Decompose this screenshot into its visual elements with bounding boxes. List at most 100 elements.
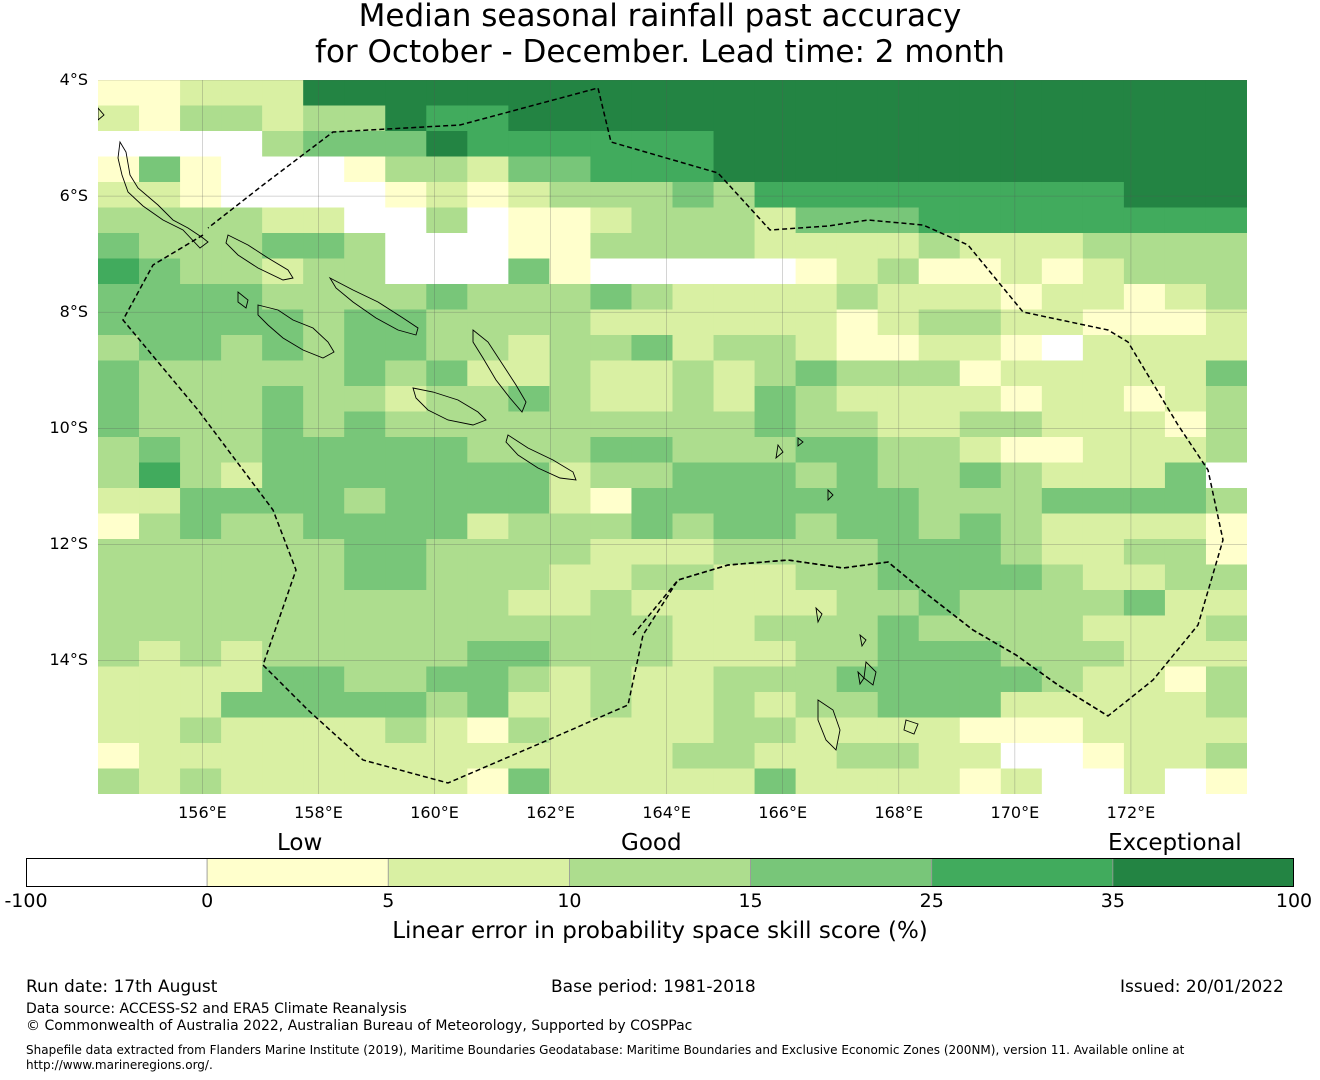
grid-cell bbox=[221, 386, 263, 413]
grid-cell bbox=[877, 360, 920, 387]
grid-cell bbox=[1000, 233, 1043, 260]
grid-cell bbox=[303, 615, 345, 642]
grid-cell bbox=[549, 105, 592, 132]
grid-cell bbox=[795, 768, 838, 794]
grid-cell bbox=[139, 666, 181, 693]
grid-cell bbox=[836, 80, 879, 107]
grid-cell bbox=[426, 309, 468, 336]
grid-cell bbox=[303, 539, 345, 566]
grid-cell bbox=[672, 411, 715, 438]
grid-cell bbox=[98, 105, 140, 132]
grid-cell bbox=[303, 156, 345, 183]
grid-cell bbox=[631, 462, 674, 489]
grid-cell bbox=[1041, 768, 1084, 794]
grid-cell bbox=[1041, 386, 1084, 413]
grid-cell bbox=[1041, 513, 1084, 540]
grid-cell bbox=[959, 743, 1002, 770]
grid-cell bbox=[877, 692, 920, 719]
grid-cell bbox=[262, 692, 304, 719]
grid-cell bbox=[1123, 743, 1166, 770]
grid-cell bbox=[98, 641, 140, 668]
grid-cell bbox=[1205, 156, 1247, 183]
grid-cell bbox=[1123, 207, 1166, 234]
grid-cell bbox=[98, 615, 140, 642]
grid-cell bbox=[344, 666, 386, 693]
grid-cell bbox=[549, 717, 592, 744]
grid-cell bbox=[262, 488, 304, 515]
grid-cell bbox=[877, 513, 920, 540]
grid-cell bbox=[549, 182, 592, 209]
grid-cell bbox=[795, 156, 838, 183]
grid-cell bbox=[549, 641, 592, 668]
grid-cell bbox=[836, 590, 879, 617]
colorbar-tick-label: 15 bbox=[738, 890, 763, 912]
grid-cell bbox=[672, 615, 715, 642]
grid-cell bbox=[98, 590, 140, 617]
grid-cell bbox=[918, 80, 961, 107]
latitude-label: 12°S bbox=[49, 534, 88, 554]
grid-cell bbox=[918, 768, 961, 794]
grid-cell bbox=[426, 105, 468, 132]
grid-cell bbox=[467, 717, 509, 744]
grid-cell bbox=[221, 743, 263, 770]
longitude-label: 164°E bbox=[642, 803, 692, 822]
colorbar-bin bbox=[206, 858, 389, 887]
grid-cell bbox=[590, 590, 633, 617]
grid-cell bbox=[385, 156, 427, 183]
grid-cell bbox=[1205, 360, 1247, 387]
grid-cell bbox=[1205, 207, 1247, 234]
grid-cell bbox=[836, 182, 879, 209]
grid-cell bbox=[98, 666, 140, 693]
grid-cell bbox=[221, 156, 263, 183]
grid-cell bbox=[221, 131, 263, 158]
grid-cell bbox=[1041, 615, 1084, 642]
grid-cell bbox=[672, 437, 715, 464]
grid-cell bbox=[672, 717, 715, 744]
grid-cell bbox=[508, 488, 550, 515]
grid-cell bbox=[1000, 564, 1043, 591]
grid-cell bbox=[344, 768, 386, 794]
grid-cell bbox=[180, 539, 222, 566]
grid-cell bbox=[467, 309, 509, 336]
grid-cell bbox=[1123, 309, 1166, 336]
grid-cell bbox=[426, 233, 468, 260]
grid-cell bbox=[1205, 539, 1247, 566]
grid-cell bbox=[1123, 590, 1166, 617]
grid-cell bbox=[795, 615, 838, 642]
grid-cell bbox=[1041, 437, 1084, 464]
grid-cell bbox=[139, 131, 181, 158]
grid-cell bbox=[918, 335, 961, 362]
grid-cell bbox=[1082, 666, 1125, 693]
grid-cell bbox=[262, 360, 304, 387]
grid-cell bbox=[385, 615, 427, 642]
grid-cell bbox=[1000, 743, 1043, 770]
grid-cell bbox=[877, 258, 920, 285]
grid-cell bbox=[1082, 360, 1125, 387]
grid-cell bbox=[713, 386, 756, 413]
grid-cell bbox=[836, 386, 879, 413]
grid-cell bbox=[262, 309, 304, 336]
grid-cell bbox=[959, 105, 1002, 132]
grid-cell bbox=[1205, 641, 1247, 668]
grid-cell bbox=[959, 768, 1002, 794]
copyright: © Commonwealth of Australia 2022, Austra… bbox=[26, 1018, 693, 1034]
grid-cell bbox=[795, 131, 838, 158]
grid-cell bbox=[180, 590, 222, 617]
grid-cell bbox=[959, 539, 1002, 566]
grid-cell bbox=[221, 233, 263, 260]
grid-cell bbox=[303, 743, 345, 770]
grid-cell bbox=[98, 768, 140, 794]
longitude-label: 160°E bbox=[410, 803, 459, 822]
grid-cell bbox=[959, 437, 1002, 464]
grid-cell bbox=[713, 615, 756, 642]
grid-cell bbox=[631, 768, 674, 794]
grid-cell bbox=[959, 360, 1002, 387]
map-title-line1: Median seasonal rainfall past accuracy bbox=[358, 0, 962, 34]
grid-cell bbox=[1041, 411, 1084, 438]
grid-cell bbox=[385, 233, 427, 260]
grid-cell bbox=[426, 386, 468, 413]
grid-cell bbox=[795, 513, 838, 540]
grid-cell bbox=[877, 462, 920, 489]
grid-cell bbox=[1000, 717, 1043, 744]
grid-cell bbox=[303, 666, 345, 693]
